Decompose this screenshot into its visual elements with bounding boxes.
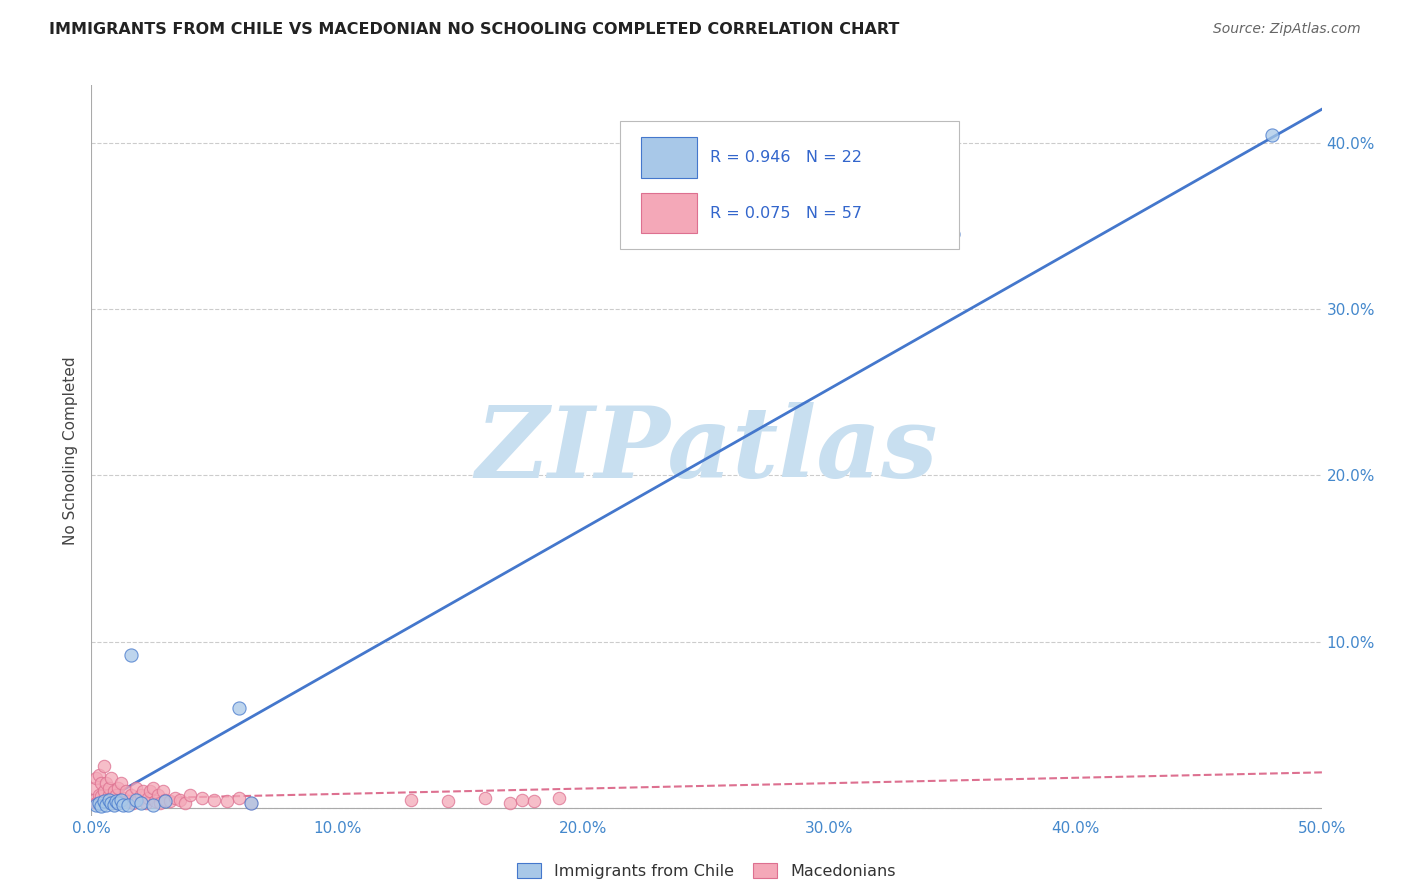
Point <box>103 797 125 812</box>
Text: IMMIGRANTS FROM CHILE VS MACEDONIAN NO SCHOOLING COMPLETED CORRELATION CHART: IMMIGRANTS FROM CHILE VS MACEDONIAN NO S… <box>49 22 900 37</box>
Point <box>107 780 129 795</box>
Point <box>86 797 108 812</box>
Y-axis label: No Schooling Completed: No Schooling Completed <box>63 356 79 545</box>
Point <box>120 788 142 802</box>
Point <box>100 771 122 785</box>
Point <box>153 794 177 808</box>
Point <box>132 784 155 798</box>
Point <box>112 797 135 812</box>
Point <box>174 796 197 810</box>
Point <box>86 796 108 810</box>
Point <box>110 776 132 790</box>
Point <box>399 792 422 806</box>
Point <box>93 759 115 773</box>
Point <box>96 776 117 790</box>
Point <box>149 796 172 810</box>
Point <box>1261 128 1284 142</box>
Point <box>202 792 225 806</box>
Point <box>90 799 112 814</box>
Point <box>474 790 496 805</box>
Point <box>547 790 569 805</box>
Point <box>228 790 250 805</box>
Point <box>124 792 146 806</box>
Point <box>96 797 117 812</box>
Point <box>103 794 125 808</box>
Point <box>96 794 117 808</box>
Point <box>179 788 201 802</box>
Point <box>169 792 191 806</box>
Point <box>93 794 115 808</box>
Text: R = 0.946   N = 22: R = 0.946 N = 22 <box>710 150 862 165</box>
Point <box>135 796 156 810</box>
Point <box>122 796 145 810</box>
Point <box>163 790 186 805</box>
FancyBboxPatch shape <box>620 121 959 250</box>
Point <box>87 796 110 810</box>
Point <box>215 794 238 808</box>
Point <box>117 794 139 808</box>
Text: ZIPatlas: ZIPatlas <box>475 402 938 499</box>
Point <box>105 788 127 802</box>
Point <box>153 792 177 806</box>
Point <box>86 771 108 785</box>
Point <box>105 796 127 810</box>
Point <box>97 780 120 795</box>
Point <box>152 784 174 798</box>
Point <box>523 794 546 808</box>
Point <box>142 780 165 795</box>
Point <box>103 784 125 798</box>
Point <box>191 790 214 805</box>
Point <box>112 790 135 805</box>
Point <box>105 794 127 808</box>
Text: R = 0.075   N = 57: R = 0.075 N = 57 <box>710 205 862 220</box>
Point <box>97 792 120 806</box>
Legend: Immigrants from Chile, Macedonians: Immigrants from Chile, Macedonians <box>510 856 903 885</box>
Point <box>129 788 152 802</box>
Point <box>510 792 533 806</box>
Point <box>145 794 166 808</box>
Point <box>240 796 263 810</box>
Point <box>437 794 460 808</box>
Bar <box>641 193 696 233</box>
Point <box>120 648 142 662</box>
Point <box>127 792 149 806</box>
Point <box>97 788 120 802</box>
Point <box>114 784 138 798</box>
Point <box>110 792 132 806</box>
Point <box>240 796 263 810</box>
Point <box>159 794 181 808</box>
Point <box>139 784 162 798</box>
Point <box>498 796 520 810</box>
Point <box>941 227 963 242</box>
Text: Source: ZipAtlas.com: Source: ZipAtlas.com <box>1213 22 1361 37</box>
Point <box>142 797 165 812</box>
Point <box>83 792 105 806</box>
Point <box>129 796 152 810</box>
Point <box>228 701 250 715</box>
Point <box>87 767 110 781</box>
Point <box>90 789 112 804</box>
Point <box>100 796 122 810</box>
Point <box>90 776 112 790</box>
Point <box>146 788 169 802</box>
Point <box>124 780 146 795</box>
Point <box>87 788 110 802</box>
Bar <box>641 137 696 178</box>
Point <box>107 796 129 810</box>
Point <box>83 780 105 795</box>
Point <box>117 797 139 812</box>
Point <box>100 790 122 805</box>
Point <box>93 784 115 798</box>
Point <box>136 790 159 805</box>
